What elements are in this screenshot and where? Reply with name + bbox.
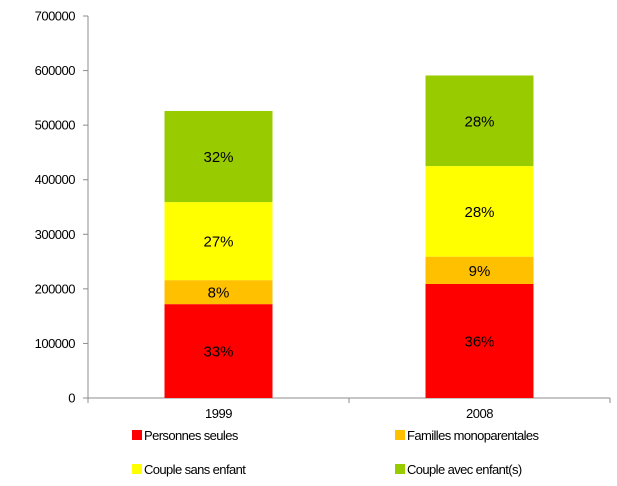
legend-label: Personnes seules <box>144 428 239 443</box>
legend-item: Couple avec enfant(s) <box>395 462 522 477</box>
legend-item: Personnes seules <box>132 428 239 443</box>
bar-segment <box>164 280 273 305</box>
data-label: 9% <box>469 263 491 280</box>
y-tick-label: 500000 <box>35 118 76 133</box>
bars: 33% 8% 27% 32% 36% 9% 28% 28% <box>164 75 534 398</box>
legend: Personnes seules Familles monoparentales C… <box>132 428 540 477</box>
legend-swatch <box>395 464 405 474</box>
legend-swatch <box>132 430 142 440</box>
y-tick-label: 400000 <box>35 172 76 187</box>
y-tick-label: 200000 <box>35 281 76 296</box>
bar-segment <box>425 166 534 257</box>
bar-segment <box>425 75 534 167</box>
bar-segment <box>164 304 273 398</box>
bar-segment <box>425 283 534 398</box>
bar-segment <box>164 110 273 203</box>
data-label: 28% <box>464 113 494 130</box>
y-tick-label: 600000 <box>35 63 76 78</box>
y-tick-label: 700000 <box>35 9 76 24</box>
bar-segment <box>164 202 273 281</box>
legend-item: Couple sans enfant <box>132 462 247 477</box>
y-tick-label: 0 <box>68 391 75 406</box>
y-tick-label: 100000 <box>35 336 76 351</box>
x-tick-label-2008: 2008 <box>466 406 493 421</box>
legend-item: Familles monoparentales <box>395 428 540 443</box>
y-tick-label: 300000 <box>35 227 76 242</box>
axes: 0 100000 200000 300000 400000 500000 600000 700… <box>35 9 611 421</box>
data-label: 27% <box>203 234 233 251</box>
bar-segment <box>425 256 534 284</box>
data-label: 36% <box>464 333 494 350</box>
legend-label: Couple avec enfant(s) <box>407 462 522 477</box>
data-label: 8% <box>208 285 230 302</box>
data-label: 32% <box>203 149 233 166</box>
legend-swatch <box>132 464 142 474</box>
data-label: 33% <box>203 344 233 361</box>
x-tick-label-1999: 1999 <box>205 406 232 421</box>
data-label: 28% <box>464 204 494 221</box>
legend-swatch <box>395 430 405 440</box>
legend-label: Couple sans enfant <box>144 462 246 477</box>
legend-label: Familles monoparentales <box>407 428 540 443</box>
